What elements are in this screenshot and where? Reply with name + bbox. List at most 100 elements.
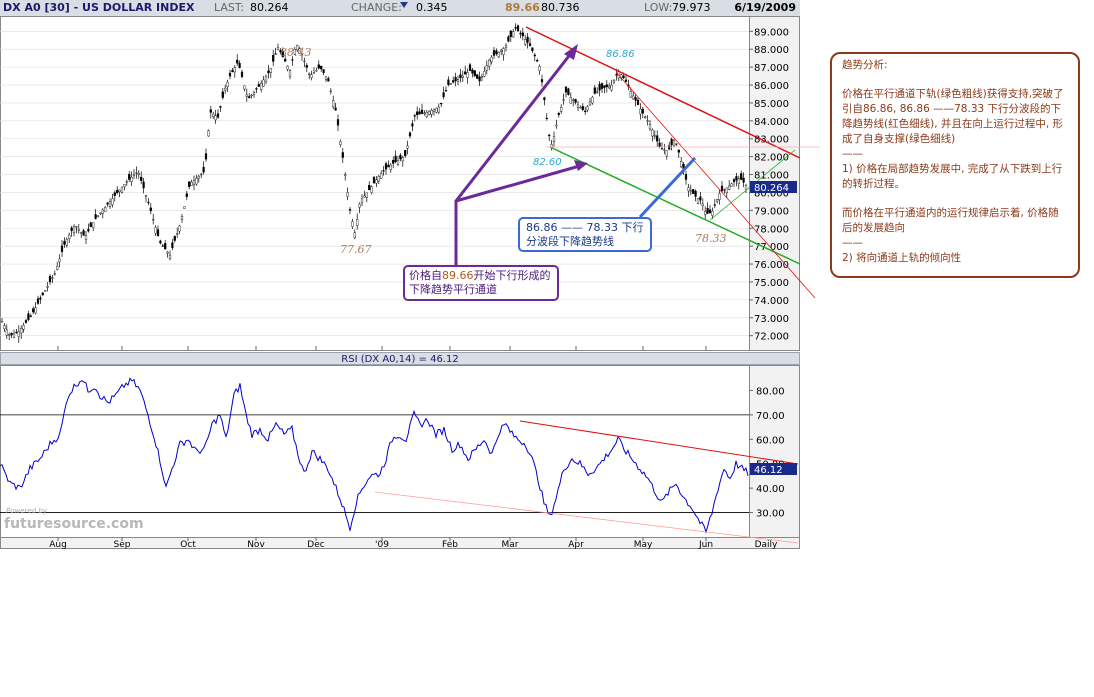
price-bar-body bbox=[281, 50, 284, 57]
price-bar-body bbox=[267, 70, 270, 74]
price-bar-body bbox=[641, 108, 644, 114]
last-label: LAST: bbox=[214, 1, 245, 14]
price-bar-body bbox=[34, 307, 37, 314]
price-bar-body bbox=[711, 210, 714, 216]
price-bar-body bbox=[216, 113, 220, 118]
purple-arrow-line-2 bbox=[455, 163, 584, 203]
price-bar-body bbox=[221, 91, 224, 98]
price-bar-body bbox=[586, 106, 589, 111]
price-bar-body bbox=[387, 164, 390, 168]
price-bar-body bbox=[744, 185, 748, 190]
downtrend-thin-red-line bbox=[615, 71, 816, 299]
price-bar-body bbox=[476, 74, 479, 79]
price-bar-body bbox=[485, 65, 488, 71]
price-bar-body bbox=[507, 36, 510, 42]
price-bar-body bbox=[39, 297, 42, 300]
price-bar-body bbox=[723, 189, 726, 191]
price-bar-body bbox=[696, 198, 700, 204]
x-axis-ticks: Aug Sep Oct Nov Dec '09 Feb Mar Apr May Jun Daily bbox=[49, 346, 778, 550]
price-bar-body bbox=[140, 176, 143, 181]
price-bar-body bbox=[737, 178, 740, 184]
price-bar-body bbox=[231, 70, 234, 72]
price-bar-body bbox=[329, 90, 332, 92]
price-bar-body bbox=[392, 160, 395, 164]
price-bar-body bbox=[416, 111, 419, 116]
price-bar-body bbox=[257, 84, 260, 87]
price-bar-body bbox=[377, 176, 380, 182]
price-bar-body bbox=[394, 155, 397, 163]
price-bar-body bbox=[555, 124, 558, 127]
price-bar-body bbox=[274, 53, 277, 55]
x-tick-label: Jun bbox=[698, 540, 713, 550]
price-bar-body bbox=[552, 136, 556, 142]
price-bar-body bbox=[540, 79, 544, 83]
chart-header: DX A0 [30] - US DOLLAR INDEX LAST: 80.26… bbox=[0, 0, 800, 17]
price-bar-body bbox=[483, 71, 486, 77]
price-bar-body bbox=[96, 215, 100, 217]
label-88-43: 88.43 bbox=[280, 46, 312, 59]
price-bar-body bbox=[668, 145, 671, 150]
price-bar-body bbox=[653, 135, 656, 137]
price-bar-body bbox=[598, 83, 601, 91]
price-bar-body bbox=[238, 63, 241, 68]
price-bar-body bbox=[651, 129, 654, 137]
price-bar-body bbox=[255, 88, 258, 90]
price-bar-body bbox=[584, 110, 587, 112]
price-bar-body bbox=[207, 130, 210, 137]
price-bar-body bbox=[10, 332, 13, 336]
price-bar-body bbox=[346, 192, 349, 197]
price-bar-body bbox=[456, 79, 460, 82]
price-bar-body bbox=[622, 75, 625, 79]
price-bar-body bbox=[293, 49, 296, 55]
price-bar-body bbox=[243, 85, 246, 90]
price-bar-body bbox=[581, 106, 584, 110]
price-bar-body bbox=[250, 94, 253, 97]
price-bar-body bbox=[396, 160, 400, 165]
x-tick-label: Feb bbox=[442, 540, 458, 550]
price-bar-body bbox=[233, 67, 236, 73]
price-bar-body bbox=[725, 187, 728, 194]
price-bar-body bbox=[27, 313, 30, 320]
price-bar-body bbox=[420, 109, 424, 114]
price-bar-body bbox=[298, 48, 301, 54]
price-tick-label: 73.000 bbox=[754, 314, 789, 325]
price-bar-body bbox=[284, 58, 287, 62]
price-tick-label: 75.000 bbox=[754, 278, 789, 289]
price-bar-body bbox=[610, 84, 613, 91]
price-bar-body bbox=[632, 95, 635, 100]
price-bar-body bbox=[687, 187, 690, 191]
price-bar-body bbox=[591, 96, 594, 104]
price-bar-body bbox=[3, 325, 6, 330]
price-last-box bbox=[750, 181, 797, 193]
price-bar-body bbox=[264, 76, 268, 82]
price-bar-body bbox=[168, 254, 172, 259]
price-bar-body bbox=[82, 230, 85, 236]
price-bar-body bbox=[332, 100, 335, 107]
price-bar-body bbox=[408, 132, 412, 137]
price-bar-body bbox=[20, 328, 23, 334]
price-bar-body bbox=[370, 186, 373, 193]
price-bar-body bbox=[459, 74, 462, 79]
price-bar-body bbox=[236, 59, 239, 64]
price-last-label: 80.264 bbox=[754, 183, 789, 194]
price-bar-body bbox=[269, 68, 272, 73]
price-bar-body bbox=[692, 189, 695, 194]
price-bar-body bbox=[562, 99, 565, 101]
label-82-60: 82.60 bbox=[533, 157, 562, 168]
trend-analysis-note: 趋势分析: 价格在平行通道下轨(绿色粗线)获得支持,突破了引自86.86, 86… bbox=[830, 52, 1080, 278]
rsi-line bbox=[0, 377, 749, 534]
price-bar-body bbox=[15, 331, 18, 334]
price-bar-body bbox=[615, 74, 618, 76]
price-bar-body bbox=[228, 72, 232, 77]
x-tick-label: '09 bbox=[375, 540, 389, 550]
price-bar-body bbox=[178, 225, 181, 232]
price-bar-body bbox=[48, 276, 52, 283]
price-bar-body bbox=[113, 192, 116, 196]
price-bar-body bbox=[44, 290, 47, 292]
price-bar-body bbox=[171, 242, 174, 249]
price-bar-body bbox=[29, 315, 32, 317]
price-bar-body bbox=[572, 99, 575, 101]
price-bar-body bbox=[593, 87, 596, 94]
price-tick-label: 82.000 bbox=[754, 153, 789, 164]
price-tick-label: 83.000 bbox=[754, 135, 789, 146]
